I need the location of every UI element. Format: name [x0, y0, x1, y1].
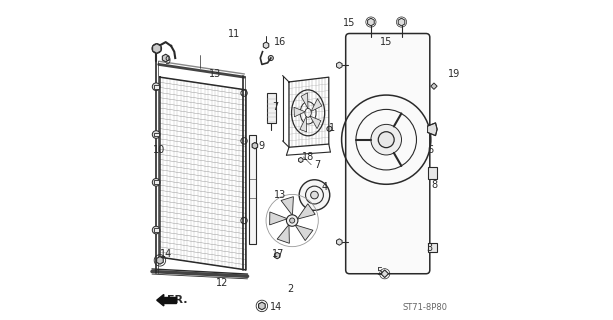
- Polygon shape: [428, 123, 437, 136]
- Text: 7: 7: [314, 160, 321, 170]
- Polygon shape: [294, 107, 305, 117]
- Circle shape: [152, 44, 162, 53]
- Bar: [428, 244, 437, 252]
- Circle shape: [268, 55, 273, 60]
- Text: 7: 7: [272, 102, 279, 112]
- Text: 15: 15: [380, 37, 392, 47]
- Circle shape: [152, 226, 160, 234]
- Bar: [428, 167, 437, 179]
- Bar: [154, 228, 159, 232]
- Text: 16: 16: [274, 37, 286, 47]
- Text: 18: 18: [302, 152, 314, 162]
- Polygon shape: [270, 212, 287, 225]
- Polygon shape: [300, 116, 306, 132]
- Text: 6: 6: [428, 146, 433, 156]
- Polygon shape: [277, 225, 289, 243]
- Circle shape: [311, 191, 318, 199]
- Text: 9: 9: [165, 56, 171, 66]
- Text: 2: 2: [287, 284, 294, 294]
- Polygon shape: [301, 93, 308, 109]
- FancyBboxPatch shape: [346, 34, 430, 274]
- Circle shape: [378, 132, 394, 148]
- Text: 14: 14: [270, 302, 282, 312]
- Polygon shape: [311, 99, 322, 111]
- Polygon shape: [297, 204, 315, 219]
- Bar: [249, 134, 256, 244]
- Bar: [154, 180, 159, 184]
- Text: 17: 17: [272, 249, 284, 259]
- Circle shape: [289, 218, 295, 223]
- Text: 10: 10: [153, 146, 165, 156]
- Text: 13: 13: [209, 69, 221, 79]
- Circle shape: [327, 126, 332, 131]
- Polygon shape: [164, 297, 176, 303]
- Circle shape: [286, 215, 298, 226]
- Text: 9: 9: [258, 141, 264, 151]
- Text: 15: 15: [343, 18, 356, 28]
- Text: 5: 5: [376, 267, 383, 276]
- Text: 12: 12: [216, 278, 228, 288]
- Circle shape: [275, 253, 280, 258]
- Bar: [154, 132, 159, 136]
- Text: 4: 4: [322, 182, 328, 192]
- Text: 19: 19: [448, 69, 460, 79]
- Circle shape: [152, 179, 160, 186]
- Circle shape: [152, 83, 160, 91]
- Circle shape: [152, 131, 160, 138]
- Text: 8: 8: [432, 180, 438, 190]
- Polygon shape: [295, 225, 313, 241]
- Text: FR.: FR.: [167, 295, 188, 305]
- Polygon shape: [281, 197, 294, 215]
- Text: ST71-8P80: ST71-8P80: [402, 303, 447, 312]
- Text: 13: 13: [274, 190, 286, 200]
- Text: 3: 3: [426, 243, 432, 252]
- Text: 1: 1: [329, 123, 335, 133]
- Circle shape: [371, 124, 402, 155]
- Polygon shape: [310, 116, 321, 129]
- Text: 14: 14: [160, 249, 172, 259]
- Polygon shape: [157, 294, 164, 306]
- Bar: [267, 93, 276, 123]
- Bar: [154, 85, 159, 89]
- Text: 11: 11: [229, 29, 241, 39]
- Circle shape: [299, 180, 330, 210]
